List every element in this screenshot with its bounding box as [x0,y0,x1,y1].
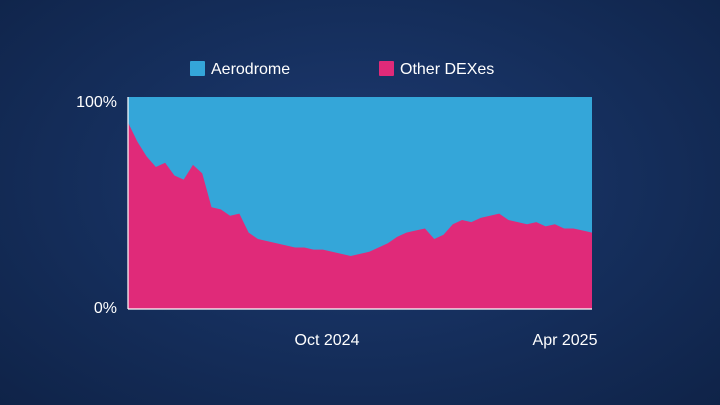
legend-swatch-aerodrome [190,61,205,76]
legend-label-other-dexes: Other DEXes [400,61,494,78]
area-series-other-dexes[interactable] [128,122,592,309]
y-tick-label-100: 100% [76,94,117,111]
y-tick-label-0: 0% [94,300,117,317]
legend: Aerodrome Other DEXes [190,61,494,78]
x-tick-label-apr-2025: Apr 2025 [533,332,598,349]
legend-label-aerodrome: Aerodrome [211,61,290,78]
legend-item-other-dexes[interactable]: Other DEXes [379,61,494,78]
x-tick-labels: Oct 2024 Apr 2025 [295,332,598,349]
y-tick-labels: 100% 0% [76,94,117,317]
plot-area [128,97,592,309]
x-tick-label-oct-2024: Oct 2024 [295,332,360,349]
legend-item-aerodrome[interactable]: Aerodrome [190,61,290,78]
legend-swatch-other-dexes [379,61,394,76]
axes [127,97,592,310]
